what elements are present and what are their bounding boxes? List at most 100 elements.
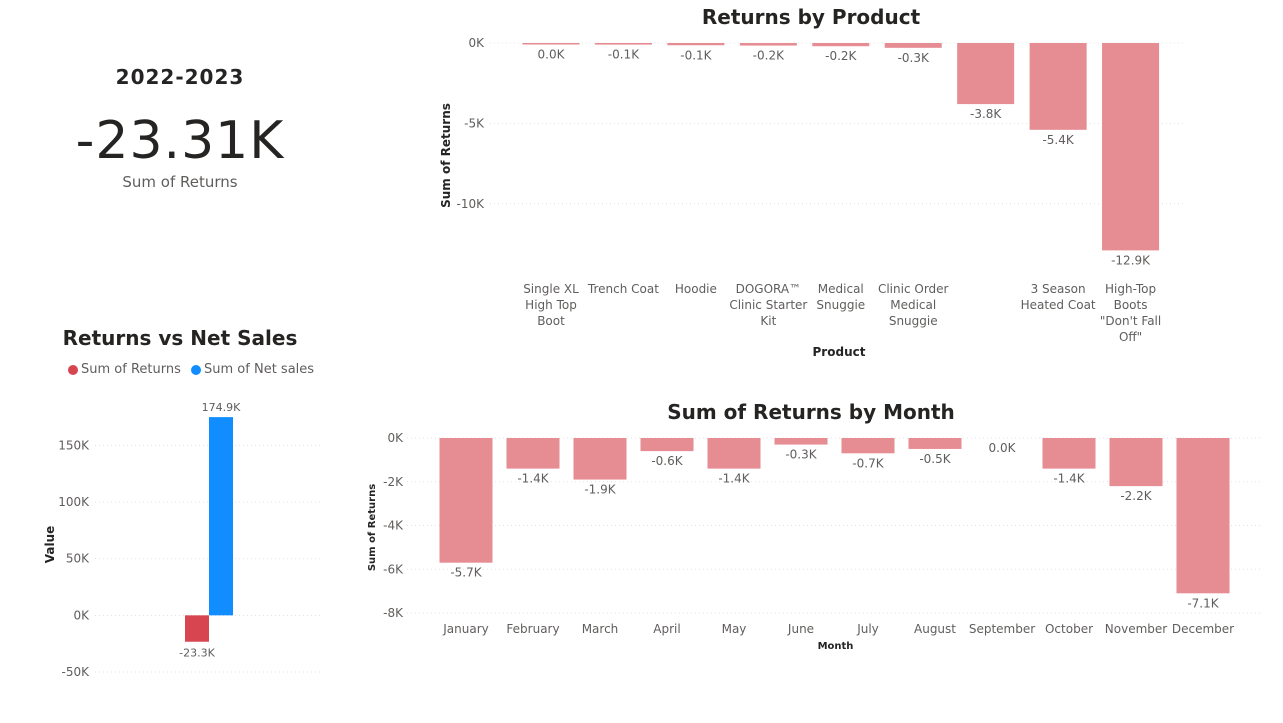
bar: [522, 43, 580, 45]
y-tick-label: 0K: [73, 608, 90, 622]
data-label: -0.6K: [651, 454, 683, 468]
bar: [812, 43, 870, 47]
data-label: -1.4K: [1053, 472, 1085, 486]
bar: [884, 43, 942, 48]
x-tick-label: DOGORA™: [736, 282, 802, 296]
y-tick-label: -5K: [464, 116, 485, 130]
data-label: -0.1K: [680, 48, 712, 62]
bar: [594, 43, 652, 45]
x-tick-label: 3 Season: [1031, 282, 1086, 296]
bar: [1109, 438, 1163, 487]
x-tick-label: Snuggie: [889, 314, 938, 328]
kpi-value: -23.31K: [75, 111, 285, 171]
x-tick-label: High-Top: [1105, 282, 1156, 296]
data-label: -0.3K: [785, 448, 817, 462]
x-tick-label: Single XL: [523, 282, 579, 296]
legend-item-net-sales[interactable]: Sum of Net sales: [191, 362, 314, 377]
x-tick-label: Trench Coat: [587, 282, 659, 296]
bar: [908, 438, 962, 449]
x-tick-label: Off": [1119, 330, 1142, 344]
bar: [640, 438, 694, 452]
x-tick-label: January: [442, 622, 489, 636]
chart-title: Sum of Returns by Month: [667, 400, 955, 424]
bar: [1042, 438, 1096, 469]
y-tick-label: -6K: [383, 562, 404, 576]
y-tick-label: 150K: [58, 438, 90, 452]
kpi-card[interactable]: 2022-2023 -23.31K Sum of Returns: [60, 55, 300, 215]
data-label: -0.3K: [898, 51, 930, 65]
returns-vs-net-visual[interactable]: Returns vs Net Sales Sum of Returns Sum …: [0, 320, 360, 720]
y-axis-title: Sum of Returns: [439, 103, 453, 208]
chart-title: Returns vs Net Sales: [62, 326, 298, 350]
y-axis-title: Value: [43, 526, 57, 564]
y-tick-label: 0K: [468, 36, 485, 50]
bar: [573, 438, 627, 480]
returns-vs-net-plot: -50K 0K 50K 100K 150K Value -23.3K 174.9K: [43, 401, 320, 679]
x-tick-label: July: [856, 622, 879, 636]
y-tick-label: -10K: [457, 197, 486, 211]
bar: [774, 438, 828, 445]
y-tick-label: 50K: [66, 552, 90, 566]
bar: [739, 43, 797, 46]
x-axis-title: Month: [818, 641, 854, 652]
kpi-caption: Sum of Returns: [122, 173, 238, 191]
x-tick-label: Medical: [890, 298, 936, 312]
kpi-period: 2022-2023: [115, 65, 245, 89]
bar: [506, 438, 560, 469]
x-tick-label: December: [1172, 622, 1234, 636]
data-label: -23.3K: [179, 647, 215, 660]
x-tick-label: April: [653, 622, 680, 636]
data-label: -0.5K: [919, 452, 951, 466]
chart-legend: Sum of Returns Sum of Net sales: [68, 362, 320, 379]
bar: [1029, 43, 1087, 130]
data-label: -3.8K: [970, 107, 1002, 121]
x-tick-label: March: [582, 622, 619, 636]
y-tick-label: -2K: [383, 475, 404, 489]
data-label: -0.2K: [825, 49, 857, 63]
x-tick-label: "Don't Fall: [1100, 314, 1161, 328]
x-tick-label: Kit: [760, 314, 776, 328]
x-axis-title: Product: [813, 345, 866, 359]
bar: [1176, 438, 1230, 594]
x-tick-label: High Top: [525, 298, 577, 312]
bar-returns: [185, 615, 209, 642]
x-tick-label: Boot: [537, 314, 565, 328]
bar: [707, 438, 761, 469]
legend-item-returns[interactable]: Sum of Returns: [68, 362, 181, 377]
bar: [667, 43, 725, 46]
y-axis-title: Sum of Returns: [367, 484, 378, 571]
x-tick-label: Heated Coat: [1021, 298, 1096, 312]
x-tick-label: Clinic Starter: [729, 298, 807, 312]
data-label: -2.2K: [1120, 489, 1152, 503]
data-label: -5.7K: [450, 566, 482, 580]
y-tick-label: -4K: [383, 519, 404, 533]
data-label: -1.9K: [584, 483, 616, 497]
x-tick-label: Boots: [1114, 298, 1148, 312]
data-label: -1.4K: [718, 472, 750, 486]
data-label: 0.0K: [989, 441, 1017, 455]
x-tick-label: Clinic Order: [878, 282, 949, 296]
y-tick-label: -8K: [383, 606, 404, 620]
data-label: -12.9K: [1111, 253, 1151, 267]
y-tick-label: 0K: [387, 431, 404, 445]
x-tick-label: Medical: [818, 282, 864, 296]
x-tick-label: October: [1045, 622, 1093, 636]
bar: [1102, 43, 1160, 251]
data-label: 0.0K: [538, 48, 566, 62]
bar: [957, 43, 1015, 105]
data-label: -0.7K: [852, 456, 884, 470]
y-tick-label: 100K: [58, 495, 90, 509]
bar: [841, 438, 895, 454]
legend-label: Sum of Returns: [81, 362, 181, 377]
legend-dot-icon: [191, 364, 202, 375]
data-label: -5.4K: [1042, 133, 1074, 147]
y-tick-label: -50K: [62, 665, 91, 679]
chart-title: Returns by Product: [701, 5, 921, 29]
x-tick-label: September: [969, 622, 1035, 636]
data-label: -7.1K: [1187, 596, 1219, 610]
bar-net-sales: [209, 417, 233, 616]
returns-by-month-visual[interactable]: Sum of Returns by Month 0K -2K -4K -6K -8K Su…: [360, 395, 1283, 723]
x-tick-label: Hoodie: [675, 282, 717, 296]
data-label: -0.1K: [608, 48, 640, 62]
returns-by-product-visual[interactable]: Returns by Product 0K -5K -10K Sum of Retur…: [420, 0, 1220, 370]
